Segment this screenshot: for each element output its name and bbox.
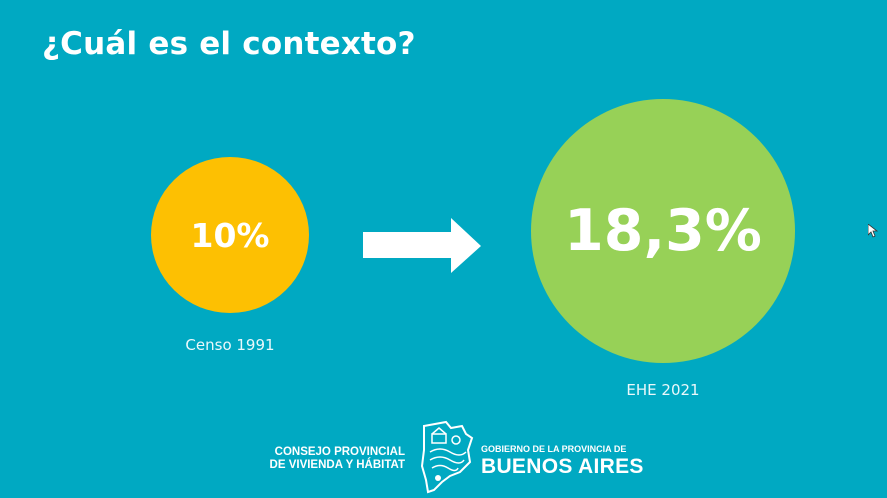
org-name-line2: DE VIVIENDA Y HÁBITAT [269,459,405,471]
slide-title: ¿Cuál es el contexto? [42,26,416,62]
stat-circle-1991: 10% [151,157,309,313]
org-name-line1: CONSEJO PROVINCIAL [274,446,405,458]
right-arrow-icon [363,218,481,273]
mouse-cursor-icon [868,224,878,238]
org-name: CONSEJO PROVINCIAL DE VIVIENDA Y HÁBITAT [255,446,405,472]
stat-value-1991: 10% [190,215,270,255]
government-brand: GOBIERNO DE LA PROVINCIA DE BUENOS AIRES [481,444,644,479]
province-name: BUENOS AIRES [481,455,644,478]
government-line: GOBIERNO DE LA PROVINCIA DE [481,444,627,454]
province-map-logo-icon [420,420,474,494]
stat-circle-2021: 18,3% [531,99,795,363]
stat-label-2021: EHE 2021 [626,381,700,399]
stat-label-1991: Censo 1991 [185,336,275,354]
stat-value-2021: 18,3% [564,198,762,264]
